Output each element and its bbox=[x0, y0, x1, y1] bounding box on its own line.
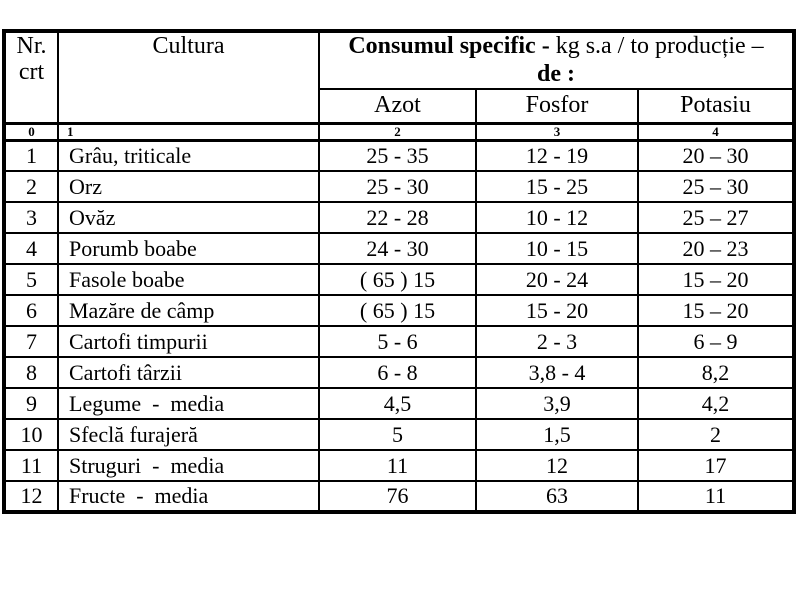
header-consum-line1: Consumul specific - kg s.a / to producți… bbox=[321, 33, 792, 61]
fosfor-value-cell: 3,8 - 4 bbox=[475, 356, 639, 390]
row-number-cell: 9 bbox=[3, 387, 59, 421]
header-consum-line2: de : bbox=[537, 60, 575, 87]
fosfor-value-cell: 10 - 12 bbox=[475, 201, 639, 235]
table-row: 12 Fructe - media 76 63 11 bbox=[3, 480, 795, 514]
potasiu-value-cell: 17 bbox=[637, 449, 795, 483]
table-row: 6 Mazăre de câmp ( 65 ) 15 15 - 20 15 – … bbox=[3, 294, 795, 328]
potasiu-value-cell: 20 – 30 bbox=[637, 139, 795, 173]
row-number-cell: 1 bbox=[3, 139, 59, 173]
cultura-cell: Grâu, triticale bbox=[57, 139, 320, 173]
table-row: 8 Cartofi târzii 6 - 8 3,8 - 4 8,2 bbox=[3, 356, 795, 390]
fosfor-value-cell: 63 bbox=[475, 480, 639, 514]
header-cultura: Cultura bbox=[57, 29, 320, 125]
azot-value-cell: 25 - 30 bbox=[318, 170, 477, 204]
table-row: 3 Ovăz 22 - 28 10 - 12 25 – 27 bbox=[3, 201, 795, 235]
index-cell-2: 2 bbox=[318, 121, 477, 142]
index-cell-0: 0 bbox=[3, 121, 59, 142]
potasiu-value-cell: 11 bbox=[637, 480, 795, 514]
header-nr-crt: Nr. crt bbox=[3, 29, 59, 125]
consum-specific-table: Nr. crt Cultura Consumul specific - kg s… bbox=[2, 29, 796, 515]
header-azot: Azot bbox=[318, 88, 477, 125]
row-number-cell: 8 bbox=[3, 356, 59, 390]
potasiu-value-cell: 15 – 20 bbox=[637, 294, 795, 328]
potasiu-value-cell: 15 – 20 bbox=[637, 263, 795, 297]
azot-value-cell: 76 bbox=[318, 480, 477, 514]
potasiu-value-cell: 8,2 bbox=[637, 356, 795, 390]
cultura-cell: Fructe - media bbox=[57, 480, 320, 514]
table-row: 5 Fasole boabe ( 65 ) 15 20 - 24 15 – 20 bbox=[3, 263, 795, 297]
potasiu-value-cell: 2 bbox=[637, 418, 795, 452]
azot-value-cell: 24 - 30 bbox=[318, 232, 477, 266]
row-number-cell: 10 bbox=[3, 418, 59, 452]
azot-value-cell: 11 bbox=[318, 449, 477, 483]
fosfor-value-cell: 12 - 19 bbox=[475, 139, 639, 173]
header-potasiu: Potasiu bbox=[637, 88, 795, 125]
fosfor-value-cell: 2 - 3 bbox=[475, 325, 639, 359]
row-number-cell: 11 bbox=[3, 449, 59, 483]
cultura-cell: Mazăre de câmp bbox=[57, 294, 320, 328]
index-cell-3: 3 bbox=[475, 121, 639, 142]
fosfor-value-cell: 3,9 bbox=[475, 387, 639, 421]
cultura-cell: Porumb boabe bbox=[57, 232, 320, 266]
header-consum-regular-text: kg s.a / to producție – bbox=[555, 33, 764, 59]
row-number-cell: 4 bbox=[3, 232, 59, 266]
header-consum-specific: Consumul specific - kg s.a / to producți… bbox=[318, 29, 795, 91]
cultura-cell: Cartofi timpurii bbox=[57, 325, 320, 359]
cultura-cell: Cartofi târzii bbox=[57, 356, 320, 390]
cultura-cell: Ovăz bbox=[57, 201, 320, 235]
cultura-cell: Fasole boabe bbox=[57, 263, 320, 297]
row-number-cell: 12 bbox=[3, 480, 59, 514]
table-row: 10 Sfeclă furajeră 5 1,5 2 bbox=[3, 418, 795, 452]
potasiu-value-cell: 25 – 27 bbox=[637, 201, 795, 235]
fosfor-value-cell: 10 - 15 bbox=[475, 232, 639, 266]
azot-value-cell: 5 bbox=[318, 418, 477, 452]
header-fosfor: Fosfor bbox=[475, 88, 639, 125]
fosfor-value-cell: 12 bbox=[475, 449, 639, 483]
fosfor-value-cell: 1,5 bbox=[475, 418, 639, 452]
potasiu-value-cell: 20 – 23 bbox=[637, 232, 795, 266]
row-number-cell: 5 bbox=[3, 263, 59, 297]
row-number-cell: 2 bbox=[3, 170, 59, 204]
table-row: 9 Legume - media 4,5 3,9 4,2 bbox=[3, 387, 795, 421]
potasiu-value-cell: 4,2 bbox=[637, 387, 795, 421]
azot-value-cell: ( 65 ) 15 bbox=[318, 263, 477, 297]
azot-value-cell: ( 65 ) 15 bbox=[318, 294, 477, 328]
table-row: 11 Struguri - media 11 12 17 bbox=[3, 449, 795, 483]
cultura-cell: Sfeclă furajeră bbox=[57, 418, 320, 452]
cultura-cell: Legume - media bbox=[57, 387, 320, 421]
table-row: 7 Cartofi timpurii 5 - 6 2 - 3 6 – 9 bbox=[3, 325, 795, 359]
potasiu-value-cell: 6 – 9 bbox=[637, 325, 795, 359]
azot-value-cell: 25 - 35 bbox=[318, 139, 477, 173]
row-number-cell: 6 bbox=[3, 294, 59, 328]
header-consum-bold-text: Consumul specific - bbox=[348, 33, 556, 59]
table-row: 4 Porumb boabe 24 - 30 10 - 15 20 – 23 bbox=[3, 232, 795, 266]
cultura-cell: Orz bbox=[57, 170, 320, 204]
column-index-row: 0 1 2 3 4 bbox=[3, 121, 795, 142]
azot-value-cell: 5 - 6 bbox=[318, 325, 477, 359]
index-cell-1: 1 bbox=[57, 121, 320, 142]
potasiu-value-cell: 25 – 30 bbox=[637, 170, 795, 204]
azot-value-cell: 4,5 bbox=[318, 387, 477, 421]
fosfor-value-cell: 15 - 20 bbox=[475, 294, 639, 328]
index-cell-4: 4 bbox=[637, 121, 795, 142]
table-row: 1 Grâu, triticale 25 - 35 12 - 19 20 – 3… bbox=[3, 139, 795, 173]
azot-value-cell: 22 - 28 bbox=[318, 201, 477, 235]
fosfor-value-cell: 15 - 25 bbox=[475, 170, 639, 204]
cultura-cell: Struguri - media bbox=[57, 449, 320, 483]
azot-value-cell: 6 - 8 bbox=[318, 356, 477, 390]
table-row: 2 Orz 25 - 30 15 - 25 25 – 30 bbox=[3, 170, 795, 204]
row-number-cell: 7 bbox=[3, 325, 59, 359]
row-number-cell: 3 bbox=[3, 201, 59, 235]
fosfor-value-cell: 20 - 24 bbox=[475, 263, 639, 297]
